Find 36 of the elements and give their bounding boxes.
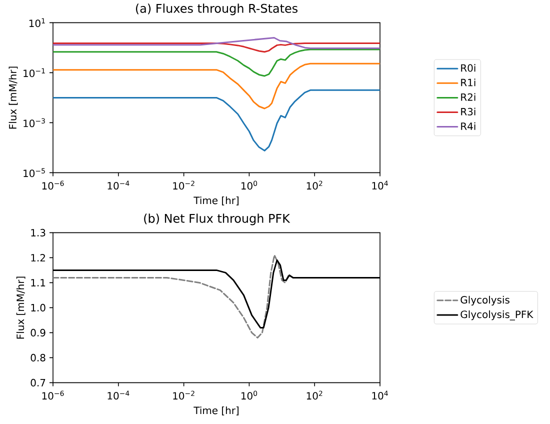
x-tick-label: 10$^{4}$ <box>372 180 388 190</box>
legend-label: Glycolysis <box>460 296 510 306</box>
legend-label: R3i <box>461 108 476 116</box>
x-tick-label: 10$^{2}$ <box>306 390 322 400</box>
legend-label: Glycolysis_PFK <box>460 310 534 320</box>
x-tick-label: 10$^{4}$ <box>372 390 388 400</box>
x-tick-label: 10$^{2}$ <box>306 180 322 190</box>
x-tick-label: 10$^{0}$ <box>241 180 258 190</box>
x-axis-title: Time [hr] <box>194 406 239 416</box>
y-tick-label: 10$^{1}$ <box>29 18 45 28</box>
legend-label: R1i <box>461 78 476 86</box>
y-tick-label: 0.8 <box>30 354 46 362</box>
legend-label: R4i <box>461 122 476 130</box>
x-tick-label: 10$^{−2}$ <box>173 390 194 400</box>
y-tick-label: 1.3 <box>31 228 46 236</box>
y-tick-label: 0.9 <box>30 328 46 336</box>
y-tick-label: 10$^{−3}$ <box>24 118 45 128</box>
y-tick-label: 1.1 <box>31 279 46 286</box>
y-tick-label: 0.7 <box>30 378 46 386</box>
chart-title: (a) Fluxes through R-States <box>136 4 298 16</box>
x-tick-label: 10$^{−2}$ <box>173 180 194 190</box>
y-axis-title: Flux [mM/hr] <box>8 66 18 129</box>
y-tick-label: 10$^{−5}$ <box>24 168 45 178</box>
y-axis-title: Flux [mM/hr] <box>16 276 26 339</box>
legend-label: R0i <box>461 64 476 72</box>
y-tick-label: 1.2 <box>31 254 45 262</box>
y-tick-label: 1.0 <box>31 304 46 312</box>
chart-title: (b) Net Flux through PFK <box>144 214 290 226</box>
x-tick-label: 10$^{0}$ <box>241 390 258 400</box>
y-tick-label: 10$^{−1}$ <box>24 68 45 78</box>
legend-label: R2i <box>461 93 476 101</box>
x-axis-title: Time [hr] <box>194 196 239 206</box>
x-tick-label: 10$^{−4}$ <box>108 180 130 190</box>
x-tick-label: 10$^{−6}$ <box>42 180 64 190</box>
x-tick-label: 10$^{−4}$ <box>108 390 130 400</box>
x-tick-label: 10$^{−6}$ <box>42 390 64 400</box>
